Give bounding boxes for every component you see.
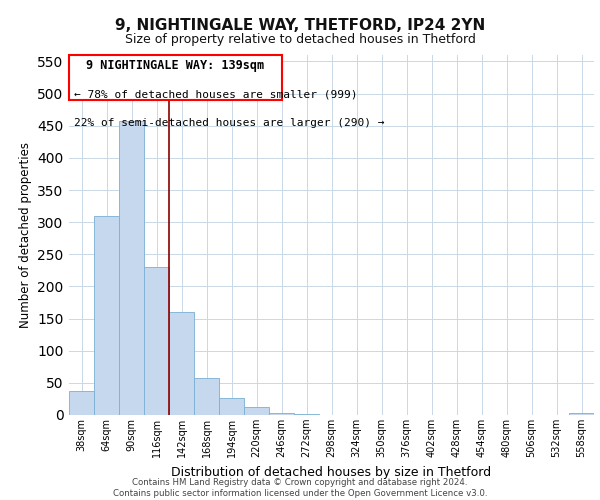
Bar — [294, 414, 319, 415]
Bar — [144, 267, 169, 415]
Text: ← 78% of detached houses are smaller (999): ← 78% of detached houses are smaller (99… — [74, 89, 358, 99]
FancyBboxPatch shape — [69, 55, 281, 100]
Text: 22% of semi-detached houses are larger (290) →: 22% of semi-detached houses are larger (… — [74, 118, 385, 128]
Bar — [219, 398, 244, 415]
Text: 9 NIGHTINGALE WAY: 139sqm: 9 NIGHTINGALE WAY: 139sqm — [86, 58, 265, 71]
Bar — [569, 413, 594, 415]
Bar — [194, 378, 219, 415]
Text: Size of property relative to detached houses in Thetford: Size of property relative to detached ho… — [125, 32, 475, 46]
Bar — [269, 413, 294, 415]
Bar — [244, 408, 269, 415]
Y-axis label: Number of detached properties: Number of detached properties — [19, 142, 32, 328]
Text: Contains HM Land Registry data © Crown copyright and database right 2024.
Contai: Contains HM Land Registry data © Crown c… — [113, 478, 487, 498]
Bar — [119, 121, 144, 415]
Bar — [94, 216, 119, 415]
X-axis label: Distribution of detached houses by size in Thetford: Distribution of detached houses by size … — [172, 466, 491, 478]
Bar — [169, 312, 194, 415]
Bar — [69, 390, 94, 415]
Text: 9, NIGHTINGALE WAY, THETFORD, IP24 2YN: 9, NIGHTINGALE WAY, THETFORD, IP24 2YN — [115, 18, 485, 32]
